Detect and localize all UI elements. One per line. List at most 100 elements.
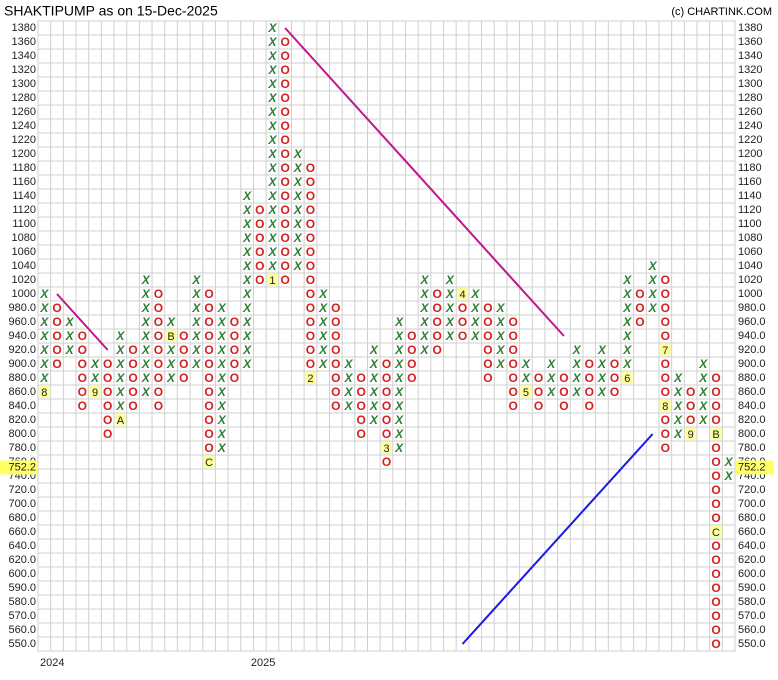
x-box: X	[141, 329, 151, 343]
o-box: O	[128, 343, 137, 357]
o-box: O	[534, 385, 543, 399]
y-tick-label: 1000	[12, 288, 36, 300]
x-box: X	[724, 455, 734, 469]
o-box: O	[331, 301, 340, 315]
o-box: O	[280, 245, 289, 259]
x-box: X	[191, 329, 201, 343]
o-box: O	[711, 539, 720, 553]
x-box: X	[217, 315, 227, 329]
x-box: X	[39, 287, 49, 301]
o-box: O	[280, 49, 289, 63]
y-tick-label: 780.0	[8, 442, 36, 454]
y-tick-label: 720.0	[8, 484, 36, 496]
o-box: O	[407, 371, 416, 385]
x-box: X	[267, 21, 277, 35]
x-box: X	[242, 259, 252, 273]
o-box: O	[306, 175, 315, 189]
o-box: O	[280, 189, 289, 203]
o-box: O	[483, 357, 492, 371]
o-box: O	[78, 357, 87, 371]
o-box: O	[382, 427, 391, 441]
x-box: X	[191, 273, 201, 287]
x-box: X	[267, 217, 277, 231]
month-marker: 9	[688, 429, 694, 441]
o-box: O	[154, 357, 163, 371]
month-marker: C	[205, 457, 213, 469]
o-box: O	[711, 413, 720, 427]
x-box: X	[267, 203, 277, 217]
o-box: O	[280, 77, 289, 91]
o-box: O	[204, 287, 213, 301]
o-box: O	[610, 371, 619, 385]
o-box: O	[255, 259, 264, 273]
y-tick-label: 860.0	[8, 386, 36, 398]
trendline	[56, 293, 109, 351]
y-tick-label-right: 1360	[738, 36, 762, 48]
month-marker-bg	[710, 428, 722, 440]
o-box: O	[635, 287, 644, 301]
o-box: O	[711, 441, 720, 455]
x-box: X	[217, 385, 227, 399]
x-box: X	[217, 343, 227, 357]
x-box: X	[39, 371, 49, 385]
o-box: O	[154, 315, 163, 329]
o-box: O	[78, 343, 87, 357]
x-box: X	[394, 399, 404, 413]
y-tick-label-right: 900.0	[738, 358, 766, 370]
month-marker: 9	[92, 387, 98, 399]
x-box: X	[191, 287, 201, 301]
o-box: O	[433, 315, 442, 329]
o-box: O	[433, 301, 442, 315]
o-box: O	[128, 385, 137, 399]
o-box: O	[711, 469, 720, 483]
x-box: X	[343, 385, 353, 399]
o-box: O	[711, 399, 720, 413]
y-tick-label: 1200	[12, 148, 36, 160]
o-box: O	[661, 371, 670, 385]
credit: (c) CHARTINK.COM	[671, 6, 772, 18]
o-box: O	[509, 315, 518, 329]
o-box: O	[433, 343, 442, 357]
o-box: O	[407, 329, 416, 343]
y-tick-label: 900.0	[8, 358, 36, 370]
x-box: X	[420, 287, 430, 301]
y-tick-label-right: 680.0	[738, 512, 766, 524]
o-box: O	[686, 413, 695, 427]
o-box: O	[103, 385, 112, 399]
y-tick-label-right: 800.0	[738, 428, 766, 440]
month-marker: B	[167, 331, 174, 343]
o-box: O	[255, 203, 264, 217]
y-tick-label-right: 880.0	[738, 372, 766, 384]
x-box: X	[496, 357, 506, 371]
o-box: O	[458, 301, 467, 315]
o-box: O	[509, 329, 518, 343]
y-tick-label: 1260	[12, 106, 36, 118]
x-box: X	[622, 329, 632, 343]
x-box: X	[217, 329, 227, 343]
o-box: O	[204, 371, 213, 385]
trendline	[461, 433, 654, 645]
o-box: O	[204, 357, 213, 371]
o-box: O	[306, 329, 315, 343]
o-box: O	[179, 329, 188, 343]
y-tick-label: 1120	[12, 204, 36, 216]
y-tick-label-right: 940.0	[738, 330, 766, 342]
x-box: X	[369, 413, 379, 427]
x-box: X	[572, 343, 582, 357]
o-box: O	[280, 63, 289, 77]
o-box: O	[154, 399, 163, 413]
x-box: X	[115, 371, 125, 385]
x-box: X	[65, 329, 75, 343]
y-tick-label: 960.0	[8, 316, 36, 328]
o-box: O	[306, 245, 315, 259]
o-box: O	[331, 357, 340, 371]
x-box: X	[141, 357, 151, 371]
x-box: X	[496, 315, 506, 329]
y-tick-label: 700.0	[8, 498, 36, 510]
x-box: X	[191, 315, 201, 329]
x-box: X	[521, 371, 531, 385]
y-tick-label-right: 1040	[738, 260, 762, 272]
o-box: O	[280, 35, 289, 49]
month-marker: 1	[269, 275, 275, 287]
x-box: X	[445, 329, 455, 343]
